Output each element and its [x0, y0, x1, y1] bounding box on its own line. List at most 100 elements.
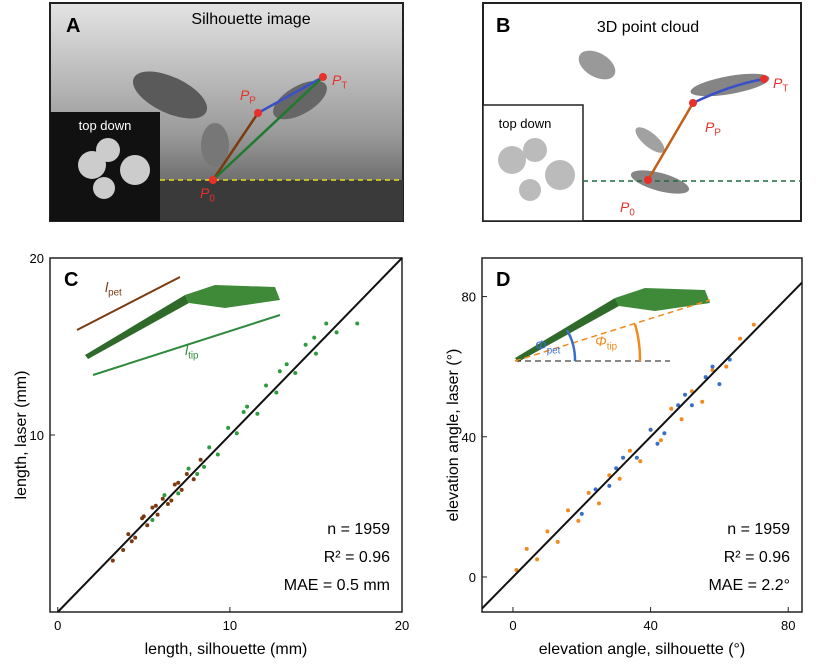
point	[679, 417, 684, 422]
point	[245, 404, 250, 409]
point-label: PT	[773, 75, 788, 95]
point	[717, 382, 722, 387]
x-tick-label: 0	[54, 618, 61, 633]
y-tick-label: 40	[462, 430, 476, 445]
x-axis-label: elevation angle, silhouette (°)	[539, 641, 746, 658]
point	[155, 512, 160, 517]
point-label-sub: P	[714, 128, 721, 139]
stat-text: MAE = 0.5 mm	[284, 577, 390, 594]
panel-title: 3D point cloud	[597, 19, 699, 36]
point	[195, 471, 200, 476]
dim-arrow	[92, 314, 281, 376]
point-label-sub: P	[249, 96, 256, 107]
point	[555, 539, 560, 544]
blob	[120, 155, 150, 185]
blob	[519, 179, 541, 201]
x-axis-label: length, silhouette (mm)	[145, 641, 308, 658]
x-tick-label: 40	[643, 618, 657, 633]
angle-arc	[633, 323, 642, 362]
y-tick-label: 0	[469, 570, 476, 585]
x-tick-label: 80	[781, 618, 795, 633]
point	[176, 491, 181, 496]
blob	[96, 138, 120, 162]
point	[172, 482, 177, 487]
point-label-main: P	[200, 185, 210, 201]
cloud	[635, 127, 665, 153]
panel-letter: A	[66, 15, 80, 37]
leaf	[201, 123, 229, 167]
point	[160, 496, 165, 501]
point	[617, 476, 622, 481]
point	[284, 362, 289, 367]
point	[638, 459, 643, 464]
identity-line	[57, 257, 403, 613]
point-label-sub: T	[341, 81, 347, 92]
point	[751, 322, 756, 327]
point-label-main: P	[620, 199, 630, 215]
point	[165, 502, 170, 507]
point	[198, 457, 203, 462]
tip-line	[212, 76, 324, 181]
point	[607, 483, 612, 488]
point	[689, 403, 694, 408]
stat-text: R² = 0.96	[724, 549, 790, 566]
point	[566, 508, 571, 513]
point	[277, 369, 282, 374]
point	[303, 342, 308, 347]
point-label: P0	[620, 199, 635, 219]
point-label-main: P	[240, 87, 250, 103]
point	[274, 390, 279, 395]
point	[710, 364, 715, 369]
inset-label-main: Φ	[595, 333, 607, 349]
point	[614, 466, 619, 471]
point	[226, 425, 231, 430]
cloud	[690, 73, 770, 97]
point	[184, 471, 189, 476]
point	[593, 487, 598, 492]
stat-text: n = 1959	[327, 521, 390, 538]
point-label-sub: T	[782, 84, 788, 95]
blob	[523, 138, 547, 162]
point	[254, 109, 262, 117]
x-tick-label: 20	[395, 618, 409, 633]
point-label-main: P	[332, 72, 342, 88]
inset-label-main: l	[185, 342, 189, 358]
point	[644, 176, 652, 184]
point	[355, 321, 360, 326]
point	[202, 464, 207, 469]
inset-label-sub: pet	[547, 346, 561, 357]
y-tick-label: 80	[462, 290, 476, 305]
plot-area	[110, 321, 360, 563]
point	[207, 445, 212, 450]
point	[579, 511, 584, 516]
point-label: PT	[332, 72, 347, 92]
inset-label: Φtip	[595, 333, 618, 353]
point-label-main: P	[705, 119, 715, 135]
point	[669, 406, 674, 411]
point	[319, 73, 327, 81]
point	[153, 503, 158, 508]
point	[179, 487, 184, 492]
stat-text: n = 1959	[727, 521, 790, 538]
point	[545, 529, 550, 534]
blob	[498, 146, 526, 174]
x-tick-label: 10	[223, 618, 237, 633]
blade	[692, 77, 765, 105]
inset-label-main: l	[105, 279, 109, 295]
point	[658, 438, 663, 443]
y-axis-label: length, laser (mm)	[13, 371, 30, 500]
point	[760, 75, 768, 83]
stat-text: MAE = 2.2°	[708, 577, 790, 594]
point	[191, 477, 196, 482]
point	[241, 409, 246, 414]
angle-arc	[565, 329, 577, 362]
point-label-main: P	[773, 75, 783, 91]
point	[710, 368, 715, 373]
point	[169, 498, 174, 503]
point	[727, 357, 732, 362]
inset-label-sub: tip	[607, 342, 618, 353]
cloud	[578, 50, 616, 80]
